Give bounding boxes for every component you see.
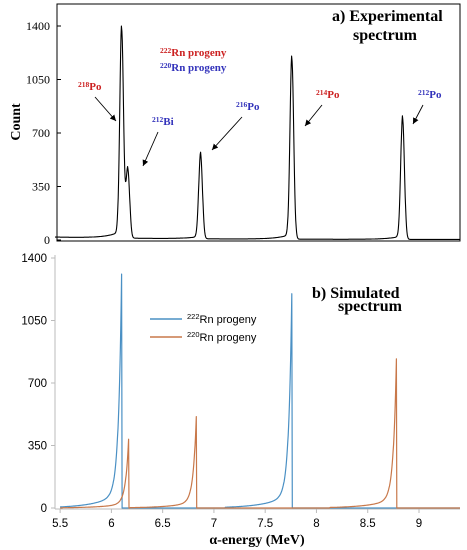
arrow-po212 bbox=[412, 104, 424, 125]
panel-a-y-axis: 0 350 700 1050 1400 bbox=[26, 19, 61, 247]
arrow-po214 bbox=[304, 104, 323, 127]
y-axis-label: Count bbox=[9, 103, 24, 141]
panel-b-title-line2: spectrum bbox=[338, 298, 403, 315]
label-po218: 218Po bbox=[78, 80, 102, 93]
panel-b-title: b) Simulated bbox=[312, 285, 400, 302]
y-tick-label: 700 bbox=[32, 126, 50, 140]
panel-a-frame bbox=[56, 3, 461, 242]
legend-sim220-label: 220Rn progeny bbox=[187, 330, 257, 344]
x-tick-label: 9 bbox=[416, 518, 422, 530]
x-tick-label: 6.5 bbox=[155, 518, 171, 530]
legend-sim222-label: 222Rn progeny bbox=[187, 312, 257, 326]
panel-a-title-line2: spectrum bbox=[353, 27, 418, 44]
x-tick-label: 6 bbox=[108, 518, 114, 530]
panel-a-title: a) Experimental bbox=[332, 8, 443, 25]
y-tick-label: 0 bbox=[41, 503, 47, 515]
y-tick-label: 350 bbox=[32, 180, 50, 194]
y-tick-label: 0 bbox=[44, 233, 50, 247]
panel-b-y-axis: 0 350 700 1050 1400 bbox=[21, 253, 55, 515]
y-tick-label: 1400 bbox=[21, 253, 47, 265]
simulated-rn222-line bbox=[59, 273, 461, 509]
simulated-rn220-line bbox=[59, 358, 461, 509]
label-po214: 214Po bbox=[316, 88, 340, 101]
x-tick-label: 7.5 bbox=[257, 518, 273, 530]
x-tick-label: 8.5 bbox=[360, 518, 376, 530]
label-po216: 216Po bbox=[236, 100, 260, 113]
label-bi212: 212Bi bbox=[152, 115, 174, 128]
simulated-spectrum-panel: b) Simulated spectrum 0 350 700 1050 1400 5.… bbox=[21, 253, 461, 548]
x-tick-label: 5.5 bbox=[52, 518, 68, 530]
y-tick-label: 700 bbox=[28, 378, 47, 390]
arrow-po216 bbox=[211, 116, 243, 151]
arrow-bi212 bbox=[142, 131, 159, 167]
label-po212: 212Po bbox=[418, 88, 442, 101]
y-tick-label: 1400 bbox=[26, 19, 50, 33]
x-axis-label: α-energy (MeV) bbox=[209, 533, 305, 548]
x-tick-label: 7 bbox=[211, 518, 217, 530]
y-tick-label: 350 bbox=[28, 441, 47, 453]
y-tick-label: 1050 bbox=[21, 316, 47, 328]
legend-rn222-progeny: 222Rn progeny bbox=[160, 46, 227, 59]
arrow-po218 bbox=[94, 96, 117, 122]
experimental-spectrum-panel: a) Experimental spectrum 0 350 700 1050 1400… bbox=[9, 3, 461, 247]
legend-rn220-progeny: 220Rn progeny bbox=[160, 61, 227, 74]
y-tick-label: 1050 bbox=[26, 73, 50, 87]
x-tick-label: 8 bbox=[313, 518, 319, 530]
experimental-spectrum-line bbox=[54, 25, 460, 240]
panel-b-x-axis: 5.5 6 6.5 7 7.5 8 8.5 9 bbox=[52, 509, 422, 530]
